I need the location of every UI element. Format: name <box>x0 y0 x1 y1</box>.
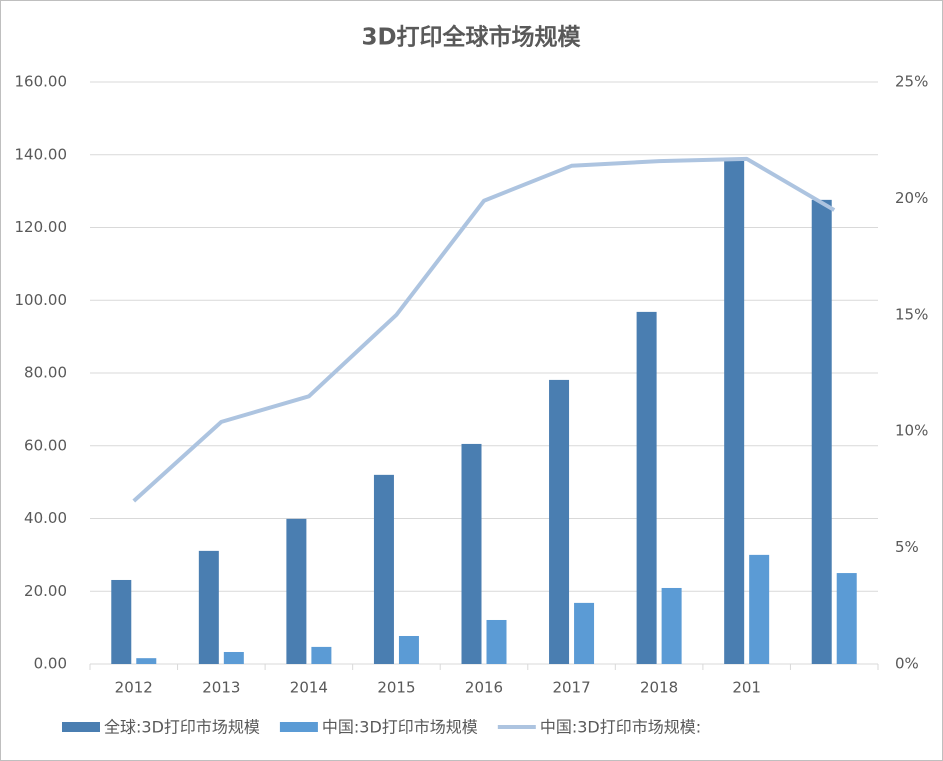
y-tick-label: 160.00 <box>15 73 68 91</box>
y2-tick-label: 10% <box>895 422 928 440</box>
bar <box>311 646 332 664</box>
x-tick-label: 2015 <box>377 679 415 697</box>
x-tick-label: 2012 <box>115 679 153 697</box>
y2-tick-label: 15% <box>895 305 928 323</box>
x-tick-label: 2017 <box>552 679 590 697</box>
y-tick-label: 80.00 <box>24 364 67 382</box>
bar <box>636 311 657 664</box>
bar <box>724 160 745 664</box>
x-tick-label: 201 <box>732 679 761 697</box>
x-tick-label: 2016 <box>465 679 503 697</box>
x-tick-label: 2013 <box>202 679 240 697</box>
chart-title: 3D打印全球市场规模 <box>361 24 581 51</box>
bar <box>136 658 157 664</box>
bar <box>198 550 219 664</box>
y-tick-label: 60.00 <box>24 436 67 454</box>
bar <box>223 651 244 664</box>
bar <box>461 443 482 664</box>
bar <box>549 379 570 664</box>
bar <box>111 579 132 664</box>
y2-tick-label: 20% <box>895 189 928 207</box>
y2-tick-label: 5% <box>895 538 919 556</box>
x-tick-label: 2018 <box>640 679 678 697</box>
bar <box>661 587 682 664</box>
y2-tick-label: 0% <box>895 655 919 673</box>
line <box>132 156 836 503</box>
legend-swatch <box>279 722 318 732</box>
bar <box>398 635 419 664</box>
legend-label: 中国:3D打印市场规模: <box>540 718 701 737</box>
bar <box>836 573 857 664</box>
legend-label: 中国:3D打印市场规模 <box>322 718 478 737</box>
bar <box>486 619 507 664</box>
y-tick-label: 20.00 <box>24 582 67 600</box>
y-tick-label: 40.00 <box>24 509 67 527</box>
bar <box>574 602 595 664</box>
x-tick-label: 2014 <box>290 679 328 697</box>
y-tick-label: 100.00 <box>15 291 68 309</box>
y-tick-label: 140.00 <box>15 145 68 163</box>
legend-swatch <box>62 722 100 732</box>
bar <box>811 199 832 665</box>
y-tick-label: 0.00 <box>34 655 67 673</box>
legend-label: 全球:3D打印市场规模 <box>104 718 260 737</box>
bar <box>749 554 770 664</box>
bar <box>373 474 394 664</box>
bar <box>286 518 307 664</box>
y2-tick-label: 25% <box>895 73 928 91</box>
y-tick-label: 120.00 <box>15 218 68 236</box>
